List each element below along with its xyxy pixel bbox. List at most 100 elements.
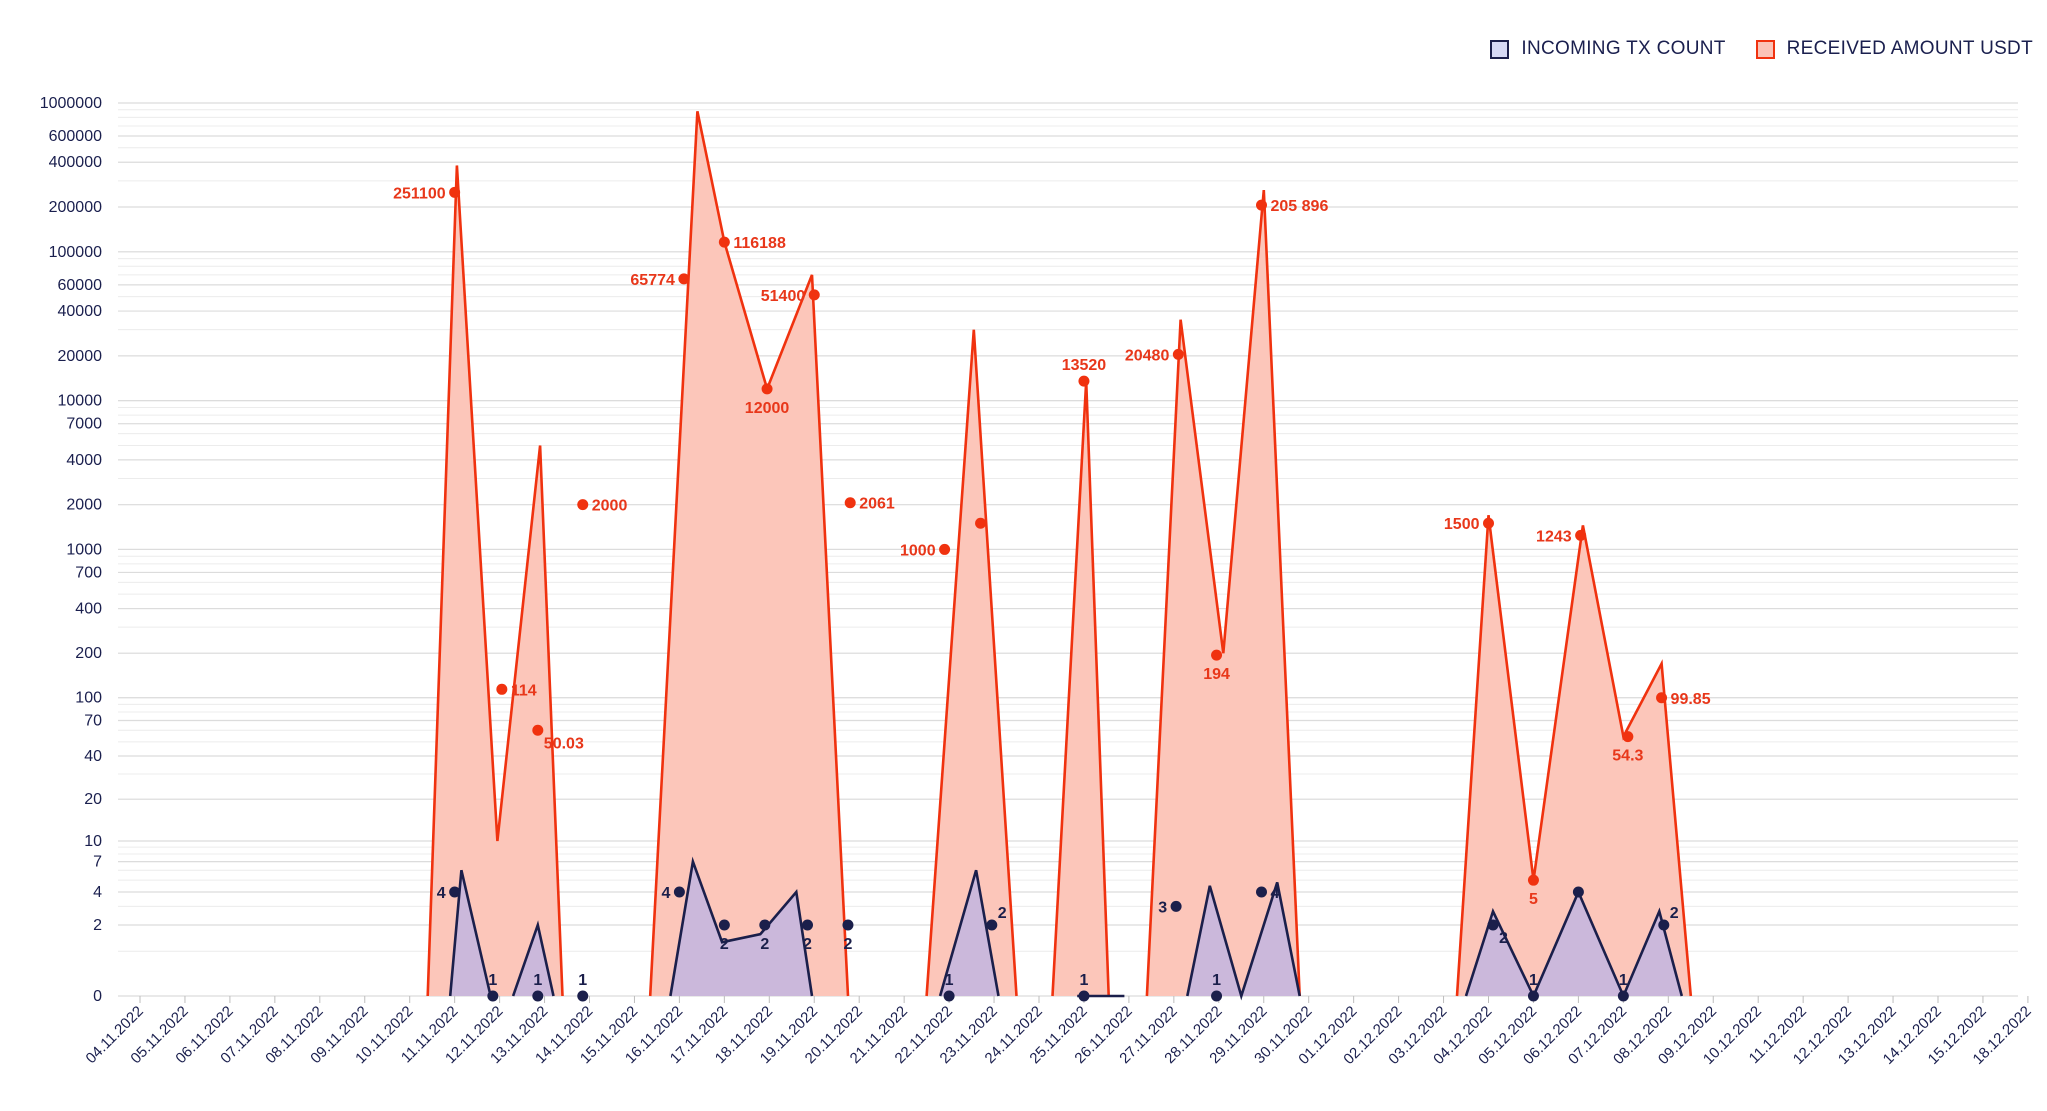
usdt-amount-data-label: 205 896 bbox=[1271, 198, 1329, 215]
usdt-amount-point bbox=[1172, 348, 1184, 360]
tx-count-data-label: 2 bbox=[998, 905, 1007, 922]
y-tick-label: 600000 bbox=[49, 128, 102, 145]
usdt-amount-point bbox=[532, 724, 544, 736]
y-tick-label: 1000000 bbox=[40, 95, 102, 112]
usdt-amount-data-label: 1500 bbox=[1444, 516, 1480, 533]
usdt-amount-data-label: 194 bbox=[1203, 666, 1230, 683]
legend: INCOMING TX COUNT RECEIVED AMOUNT USDT bbox=[1490, 38, 2033, 60]
usdt-amount-area bbox=[427, 165, 563, 996]
usdt-amount-data-label: 2000 bbox=[592, 498, 628, 515]
usdt-amount-data-label: 1000 bbox=[900, 542, 936, 559]
tx-count-point bbox=[1487, 919, 1499, 931]
tx-count-data-label: 1 bbox=[1529, 972, 1538, 989]
tx-count-point bbox=[1211, 990, 1223, 1002]
y-tick-label: 0 bbox=[93, 988, 102, 1005]
usdt-amount-data-label: 65774 bbox=[630, 272, 675, 289]
tx-count-point bbox=[1256, 886, 1268, 898]
y-tick-label: 400000 bbox=[49, 154, 102, 171]
y-tick-label: 60000 bbox=[58, 277, 103, 294]
tx-count-area bbox=[513, 925, 554, 996]
tx-count-data-label: 2 bbox=[1670, 905, 1679, 922]
tx-count-data-label: 2 bbox=[803, 936, 812, 953]
usdt-amount-point bbox=[975, 517, 987, 529]
usdt-amount-point bbox=[1078, 375, 1090, 387]
tx-count-area bbox=[940, 870, 999, 996]
y-tick-label: 4 bbox=[93, 884, 102, 901]
tx-count-data-label: 1 bbox=[1619, 972, 1628, 989]
y-tick-label: 700 bbox=[75, 564, 102, 581]
tx-count-line bbox=[669, 856, 814, 997]
usdt-amount-line bbox=[1145, 189, 1301, 997]
tx-count-line bbox=[1186, 882, 1301, 1001]
usdt-amount-point bbox=[808, 289, 820, 301]
usdt-amount-data-label: 50.03 bbox=[544, 735, 584, 752]
usdt-amount-data-label: 2061 bbox=[859, 496, 895, 513]
tx-count-line bbox=[938, 869, 1000, 997]
y-tick-label: 2 bbox=[93, 917, 102, 934]
usdt-amount-point bbox=[1622, 731, 1634, 743]
usdt-amount-data-label: 1243 bbox=[1536, 528, 1572, 545]
y-tick-label: 2000 bbox=[66, 497, 102, 514]
y-tick-label: 70 bbox=[84, 712, 102, 729]
y-tick-label: 7 bbox=[93, 854, 102, 871]
tx-count-data-label: 1 bbox=[1079, 972, 1088, 989]
tx-count-point bbox=[1078, 990, 1090, 1002]
usdt-amount-point bbox=[1483, 517, 1494, 529]
tx-count-data-label: 1 bbox=[533, 972, 542, 989]
usdt-amount-point bbox=[678, 273, 690, 285]
tx-count-point bbox=[577, 990, 589, 1002]
usdt-amount-line bbox=[648, 111, 850, 997]
usdt-amount-data-label: 251100 bbox=[393, 185, 446, 202]
usdt-amount-point bbox=[449, 186, 461, 198]
tx-count-point bbox=[802, 919, 814, 931]
usdt-amount-data-label: 114 bbox=[511, 682, 537, 699]
tx-count-data-label: 1 bbox=[488, 972, 497, 989]
y-tick-label: 1000 bbox=[66, 541, 102, 558]
tx-count-point bbox=[487, 990, 499, 1002]
usdt-amount-data-label: 5 bbox=[1529, 891, 1538, 908]
y-tick-label: 10000 bbox=[58, 393, 103, 410]
tx-count-data-label: 2 bbox=[760, 936, 769, 953]
usdt-amount-point bbox=[1527, 874, 1539, 886]
tx-count-data-label: 2 bbox=[844, 936, 853, 953]
y-tick-label: 40 bbox=[84, 748, 102, 765]
y-tick-label: 100 bbox=[75, 690, 102, 707]
usdt-amount-line bbox=[426, 165, 564, 997]
legend-swatch-usdt-amount bbox=[1755, 39, 1775, 59]
tx-count-area bbox=[1187, 882, 1300, 996]
y-tick-label: 200 bbox=[75, 645, 102, 662]
usdt-amount-area bbox=[650, 111, 848, 997]
tx-count-point bbox=[673, 886, 685, 898]
tx-count-point bbox=[532, 990, 544, 1002]
y-tick-label: 10 bbox=[84, 833, 102, 850]
usdt-amount-point bbox=[718, 236, 730, 248]
usdt-amount-area bbox=[1457, 515, 1691, 996]
usdt-amount-point bbox=[1256, 199, 1268, 211]
usdt-amount-point bbox=[761, 383, 773, 395]
tx-count-point bbox=[1170, 900, 1182, 912]
tx-count-line bbox=[511, 920, 555, 997]
tx-count-point bbox=[842, 919, 854, 931]
tx-count-data-label: 4 bbox=[437, 885, 446, 902]
tx-count-data-label: 1 bbox=[578, 972, 587, 989]
usdt-amount-area bbox=[926, 329, 1017, 996]
legend-item-tx-count[interactable]: INCOMING TX COUNT bbox=[1490, 38, 1725, 60]
y-tick-label: 400 bbox=[75, 601, 102, 618]
tx-count-point bbox=[1658, 919, 1670, 931]
tx-count-point bbox=[1572, 886, 1584, 898]
usdt-amount-data-label: 51400 bbox=[761, 288, 806, 305]
tx-count-point bbox=[986, 919, 998, 931]
tx-count-point bbox=[759, 919, 771, 931]
tx-count-data-label: 4 bbox=[1271, 885, 1280, 902]
usdt-amount-data-label: 99.85 bbox=[1671, 691, 1711, 708]
tx-count-area bbox=[450, 870, 491, 996]
usdt-amount-point bbox=[496, 683, 508, 695]
y-tick-label: 200000 bbox=[49, 199, 102, 216]
legend-item-usdt-amount[interactable]: RECEIVED AMOUNT USDT bbox=[1755, 38, 2033, 60]
tx-count-data-label: 4 bbox=[661, 885, 670, 902]
tx-count-point bbox=[943, 990, 955, 1002]
y-tick-label: 20 bbox=[84, 791, 102, 808]
y-tick-label: 4000 bbox=[66, 452, 102, 469]
usdt-amount-data-label: 54.3 bbox=[1612, 748, 1643, 765]
